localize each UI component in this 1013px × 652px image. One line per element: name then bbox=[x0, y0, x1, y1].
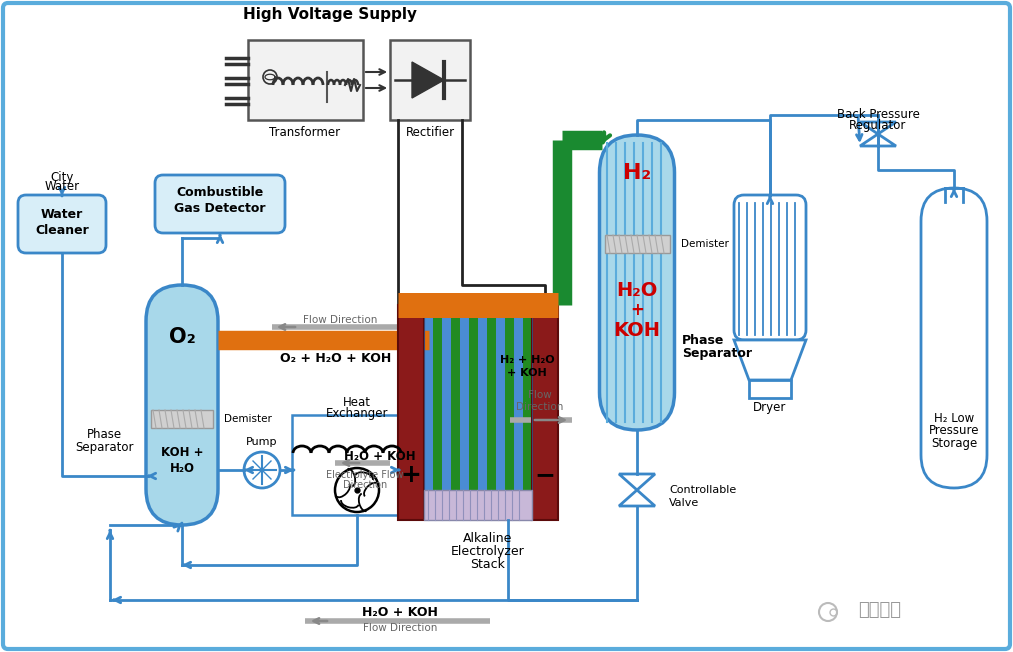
Text: H₂O + KOH: H₂O + KOH bbox=[344, 451, 415, 464]
Text: Phase: Phase bbox=[86, 428, 122, 441]
Circle shape bbox=[335, 468, 379, 512]
Text: H₂ Low: H₂ Low bbox=[934, 411, 975, 424]
Bar bbox=[151, 410, 213, 428]
Text: Demister: Demister bbox=[681, 239, 729, 249]
Text: +: + bbox=[400, 463, 421, 487]
Text: Water: Water bbox=[45, 181, 80, 194]
Text: Back Pressure: Back Pressure bbox=[837, 108, 920, 121]
Text: Flow: Flow bbox=[528, 390, 552, 400]
Bar bbox=[487, 310, 496, 515]
Text: Direction: Direction bbox=[342, 480, 387, 490]
Text: H₂: H₂ bbox=[623, 163, 651, 183]
Bar bbox=[451, 310, 460, 515]
Text: H₂O + KOH: H₂O + KOH bbox=[362, 606, 438, 619]
Text: Storage: Storage bbox=[931, 437, 978, 451]
Bar bbox=[478, 310, 487, 515]
Text: Stack: Stack bbox=[471, 557, 505, 570]
Text: Alkaline: Alkaline bbox=[463, 531, 513, 544]
Bar bbox=[532, 305, 558, 520]
Text: + KOH: + KOH bbox=[508, 368, 547, 378]
Text: Phase: Phase bbox=[682, 334, 724, 346]
Polygon shape bbox=[734, 340, 806, 380]
Text: −: − bbox=[535, 463, 555, 487]
Text: City: City bbox=[51, 171, 74, 183]
Text: 氢眼所见: 氢眼所见 bbox=[858, 601, 902, 619]
Text: Controllable: Controllable bbox=[669, 485, 736, 495]
Text: Valve: Valve bbox=[669, 498, 699, 508]
Text: High Voltage Supply: High Voltage Supply bbox=[243, 7, 417, 22]
FancyBboxPatch shape bbox=[921, 188, 987, 488]
FancyBboxPatch shape bbox=[3, 3, 1010, 649]
Bar bbox=[749, 380, 791, 398]
Text: Separator: Separator bbox=[75, 441, 134, 454]
Bar bbox=[424, 310, 532, 515]
Text: Flow Direction: Flow Direction bbox=[303, 315, 377, 325]
Bar bbox=[248, 40, 363, 120]
Text: Transformer: Transformer bbox=[269, 126, 340, 140]
Bar bbox=[496, 310, 505, 515]
Text: Pressure: Pressure bbox=[929, 424, 980, 437]
Text: H₂ + H₂O: H₂ + H₂O bbox=[499, 355, 554, 365]
Text: Flow Direction: Flow Direction bbox=[363, 623, 438, 633]
Bar bbox=[424, 490, 532, 520]
Bar bbox=[292, 415, 422, 515]
Text: Cleaner: Cleaner bbox=[35, 224, 89, 237]
Text: Electrolyzer: Electrolyzer bbox=[451, 544, 525, 557]
Bar bbox=[390, 40, 470, 120]
Text: H₂O: H₂O bbox=[616, 280, 657, 299]
FancyBboxPatch shape bbox=[155, 175, 285, 233]
Bar bbox=[424, 310, 433, 515]
Text: Rectifier: Rectifier bbox=[405, 126, 455, 140]
Bar bbox=[505, 310, 514, 515]
Bar bbox=[398, 305, 424, 520]
FancyBboxPatch shape bbox=[600, 135, 675, 430]
Bar bbox=[433, 310, 442, 515]
Text: Gas Detector: Gas Detector bbox=[174, 203, 265, 216]
Bar bbox=[605, 235, 670, 253]
Text: KOH: KOH bbox=[614, 321, 660, 340]
FancyBboxPatch shape bbox=[146, 285, 218, 525]
FancyBboxPatch shape bbox=[734, 195, 806, 340]
Bar bbox=[469, 310, 478, 515]
Text: Combustible: Combustible bbox=[176, 186, 263, 200]
Text: Exchanger: Exchanger bbox=[326, 406, 388, 419]
Bar bbox=[523, 310, 532, 515]
FancyBboxPatch shape bbox=[18, 195, 106, 253]
Text: +: + bbox=[630, 301, 644, 319]
Circle shape bbox=[244, 452, 280, 488]
Text: O₂ + H₂O + KOH: O₂ + H₂O + KOH bbox=[281, 353, 392, 366]
Bar bbox=[442, 310, 451, 515]
Text: Dryer: Dryer bbox=[754, 402, 787, 415]
Text: Electrolyte Flow: Electrolyte Flow bbox=[326, 470, 404, 480]
Text: Demister: Demister bbox=[224, 414, 271, 424]
Text: KOH +: KOH + bbox=[161, 447, 204, 460]
Bar bbox=[514, 310, 523, 515]
Polygon shape bbox=[412, 62, 444, 98]
Text: Heat: Heat bbox=[343, 396, 371, 409]
Bar bbox=[460, 310, 469, 515]
Text: Separator: Separator bbox=[682, 348, 752, 361]
Text: Pump: Pump bbox=[246, 437, 278, 447]
Text: Water: Water bbox=[41, 209, 83, 222]
Text: Regulator: Regulator bbox=[849, 119, 907, 132]
Text: H₂O: H₂O bbox=[169, 462, 194, 475]
Text: Direction: Direction bbox=[517, 402, 563, 412]
Text: O₂: O₂ bbox=[168, 327, 196, 347]
